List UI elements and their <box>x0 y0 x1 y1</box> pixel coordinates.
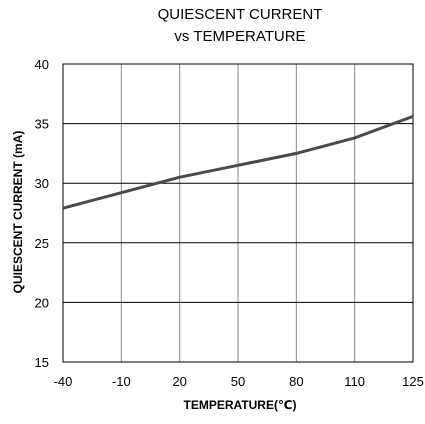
y-tick-label: 25 <box>35 236 49 251</box>
y-tick-label: 20 <box>35 295 49 310</box>
x-tick-label: -10 <box>112 374 131 389</box>
chart-title-line-1: QUIESCENT CURRENT <box>158 6 323 23</box>
y-tick-label: 15 <box>35 355 49 370</box>
x-axis-ticks: -40 -10 20 50 80 110 125 <box>54 374 424 389</box>
chart-title: QUIESCENT CURRENT vs TEMPERATURE <box>158 6 323 45</box>
y-tick-label: 40 <box>35 57 49 72</box>
y-axis-ticks: 40 35 30 25 20 15 <box>35 57 49 370</box>
y-tick-label: 30 <box>35 176 49 191</box>
chart-title-line-2: vs TEMPERATURE <box>174 28 305 45</box>
x-tick-label: 110 <box>344 374 365 389</box>
y-tick-label: 35 <box>35 117 49 132</box>
x-tick-label: 125 <box>402 374 424 389</box>
x-tick-label: -40 <box>54 374 73 389</box>
series-line <box>62 114 414 210</box>
grid <box>63 64 413 362</box>
series <box>62 114 414 210</box>
x-tick-label: 20 <box>172 374 186 389</box>
x-tick-label: 50 <box>231 374 245 389</box>
y-axis-label: QUIESCENT CURRENT (mA) <box>11 131 25 294</box>
x-axis-label: TEMPERATURE(℃) <box>184 398 297 412</box>
plot-frame <box>62 63 414 363</box>
x-tick-label: 80 <box>289 374 303 389</box>
